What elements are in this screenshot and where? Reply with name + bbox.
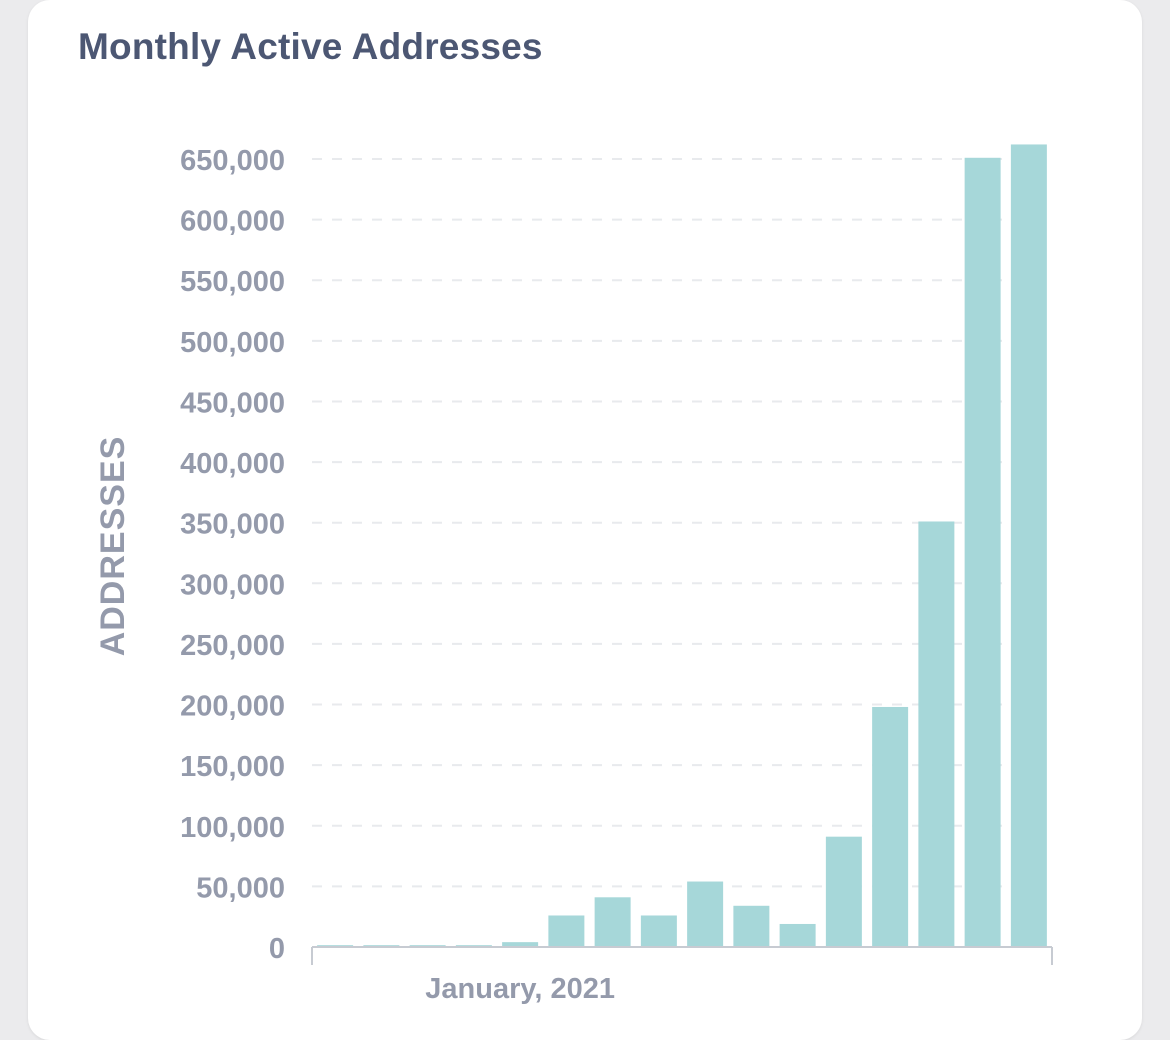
bar <box>548 915 585 947</box>
y-tick-label: 250,000 <box>180 630 285 662</box>
y-tick-label: 150,000 <box>180 751 285 783</box>
bar <box>733 905 770 947</box>
y-tick-label: 0 <box>269 933 285 965</box>
y-tick-label: 50,000 <box>196 872 285 904</box>
bar <box>1010 144 1047 948</box>
bar <box>872 706 909 947</box>
y-tick-label: 200,000 <box>180 691 285 723</box>
x-tick-label: January, 2021 <box>425 973 615 1005</box>
bar <box>594 897 631 947</box>
bar <box>918 521 955 947</box>
bar <box>640 915 677 947</box>
y-axis-label: ADDRESSES <box>94 436 132 657</box>
y-tick-label: 400,000 <box>180 448 285 480</box>
chart-title: Monthly Active Addresses <box>78 26 543 67</box>
bar <box>825 836 862 947</box>
y-tick-label: 650,000 <box>180 145 285 177</box>
y-tick-label: 300,000 <box>180 569 285 601</box>
y-tick-label: 350,000 <box>180 509 285 541</box>
bar <box>502 942 539 947</box>
y-tick-label: 500,000 <box>180 327 285 359</box>
bar <box>779 923 816 947</box>
y-tick-label: 450,000 <box>180 387 285 419</box>
bar <box>687 881 724 947</box>
y-tick-label: 600,000 <box>180 206 285 238</box>
y-tick-label: 550,000 <box>180 266 285 298</box>
bar <box>964 157 1001 947</box>
chart-card: Monthly Active Addresses <box>28 0 1142 1040</box>
y-tick-label: 100,000 <box>180 812 285 844</box>
